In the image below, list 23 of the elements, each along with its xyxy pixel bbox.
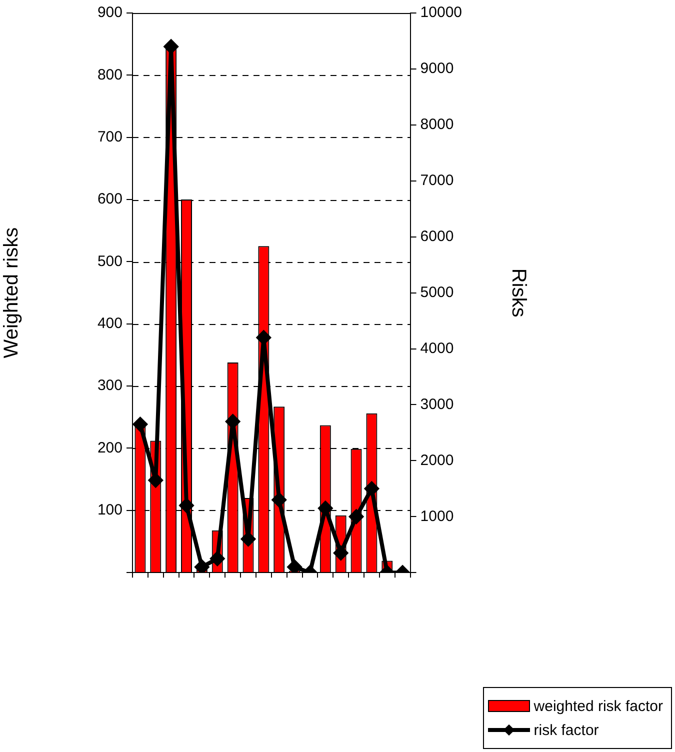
y2-tick-label: 9000 <box>420 60 454 78</box>
y2-tick-label: 4000 <box>420 340 454 357</box>
y2-tick-label: 8000 <box>420 116 454 134</box>
y-tick-label: 800 <box>97 66 122 84</box>
legend-label: weighted risk factor <box>534 698 663 714</box>
y-tick-label: 900 <box>97 4 122 22</box>
legend-label: risk factor <box>534 722 599 738</box>
y-tick-label: 100 <box>97 502 122 519</box>
y-tick-label: 200 <box>97 439 122 456</box>
y-tick-label: 300 <box>97 377 122 394</box>
y2-tick-label: 3000 <box>420 396 454 413</box>
y-tick-label: 700 <box>97 128 122 146</box>
y-tick-label: 600 <box>97 190 122 208</box>
y-axis-title: Weighted risks <box>0 227 23 358</box>
y2-tick-label: 6000 <box>420 228 454 245</box>
y2-tick-label: 1000 <box>420 508 454 525</box>
y2-tick-label: 5000 <box>420 284 454 301</box>
y-tick-label: 400 <box>97 315 122 332</box>
y-tick-label: 500 <box>97 252 122 270</box>
y2-tick-label: 10000 <box>420 4 462 22</box>
y2-axis-title: Risks <box>507 268 530 318</box>
y2-tick-label: 7000 <box>420 172 454 190</box>
y2-tick-label: 2000 <box>420 452 454 469</box>
